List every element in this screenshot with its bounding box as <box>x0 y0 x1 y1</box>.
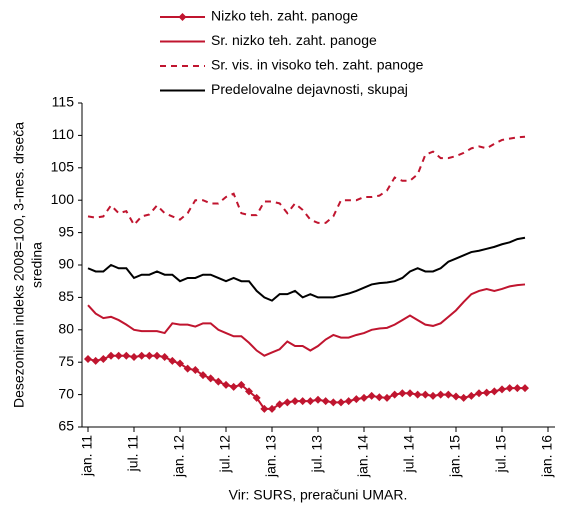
y-tick-label: 75 <box>58 353 74 369</box>
marker <box>452 392 460 401</box>
marker <box>413 390 422 399</box>
marker <box>375 393 384 402</box>
marker <box>145 351 154 360</box>
marker <box>237 380 246 389</box>
series-line <box>87 236 526 302</box>
marker <box>130 353 138 362</box>
x-tick-label: jan. 12 <box>171 435 187 478</box>
x-tick-label: jan. 14 <box>355 435 371 478</box>
marker <box>467 391 476 400</box>
marker <box>275 400 284 409</box>
marker <box>390 390 399 399</box>
x-tick-label: jul. 15 <box>493 435 509 474</box>
marker <box>429 391 437 400</box>
series-line <box>87 135 526 227</box>
marker <box>444 390 453 399</box>
series-line <box>87 354 525 410</box>
legend-marker <box>178 13 187 21</box>
marker <box>521 384 529 393</box>
y-tick-label: 105 <box>51 159 75 175</box>
marker <box>367 391 376 400</box>
marker <box>421 390 430 399</box>
marker <box>153 351 161 360</box>
y-tick-label: 70 <box>58 385 74 401</box>
marker <box>436 390 445 399</box>
marker <box>168 356 177 365</box>
marker <box>99 354 108 363</box>
x-tick-label: jul. 12 <box>217 435 233 474</box>
x-tick-label: jan. 13 <box>263 435 279 478</box>
marker <box>214 377 223 386</box>
marker <box>505 384 514 393</box>
marker <box>352 395 361 404</box>
marker <box>191 365 200 374</box>
x-tick-label: jul. 14 <box>401 435 417 474</box>
marker <box>137 351 146 360</box>
marker <box>398 389 407 398</box>
legend-label: Nizko teh. zaht. panoge <box>211 8 358 24</box>
marker <box>252 393 261 402</box>
y-tick-label: 110 <box>52 126 75 142</box>
marker <box>160 353 169 362</box>
marker <box>206 374 215 383</box>
marker <box>84 354 92 363</box>
marker <box>344 397 353 406</box>
marker <box>498 385 506 394</box>
marker <box>383 393 391 402</box>
marker <box>490 387 499 396</box>
marker <box>482 388 491 397</box>
marker <box>321 397 330 406</box>
marker <box>268 404 276 413</box>
marker <box>122 351 131 360</box>
marker <box>291 397 299 406</box>
marker <box>283 398 292 407</box>
y-tick-label: 90 <box>58 256 74 272</box>
x-tick-label: jan. 16 <box>539 435 555 478</box>
x-tick-label: jul. 13 <box>309 435 325 474</box>
y-tick-label: 100 <box>51 191 75 207</box>
marker <box>91 356 100 365</box>
marker <box>245 387 253 396</box>
y-tick-label: 85 <box>58 288 74 304</box>
series-line <box>87 283 526 357</box>
x-tick-label: jul. 11 <box>125 435 141 473</box>
marker <box>314 395 322 404</box>
x-tick-label: jan. 11 <box>79 435 95 477</box>
marker <box>229 382 238 391</box>
y-axis-label: sredina <box>29 242 45 288</box>
y-tick-label: 95 <box>58 223 74 239</box>
x-tick-label: jan. 15 <box>447 435 463 478</box>
legend-label: Sr. nizko teh. zaht. panoge <box>211 32 377 48</box>
marker <box>306 397 315 406</box>
source: Vir: SURS, preračuni UMAR. <box>229 487 408 503</box>
marker <box>107 351 115 360</box>
y-tick-label: 115 <box>52 94 75 110</box>
marker <box>260 404 269 413</box>
marker <box>406 389 414 398</box>
marker <box>475 389 483 398</box>
y-tick-label: 80 <box>58 321 74 337</box>
marker <box>459 393 468 402</box>
marker <box>360 393 368 402</box>
marker <box>513 384 522 393</box>
legend-label: Predelovalne dejavnosti, skupaj <box>211 81 408 97</box>
legend-label: Sr. vis. in visoko teh. zaht. panoge <box>211 57 424 73</box>
marker <box>176 359 184 368</box>
marker <box>337 398 345 407</box>
y-axis-label: Desezoniran indeks 2008=100, 3-mes. drse… <box>11 122 27 408</box>
marker <box>199 371 207 380</box>
y-tick-label: 65 <box>58 418 74 434</box>
marker <box>114 351 123 360</box>
marker <box>329 398 338 407</box>
marker <box>222 380 230 389</box>
marker <box>298 397 307 406</box>
marker <box>183 364 192 373</box>
